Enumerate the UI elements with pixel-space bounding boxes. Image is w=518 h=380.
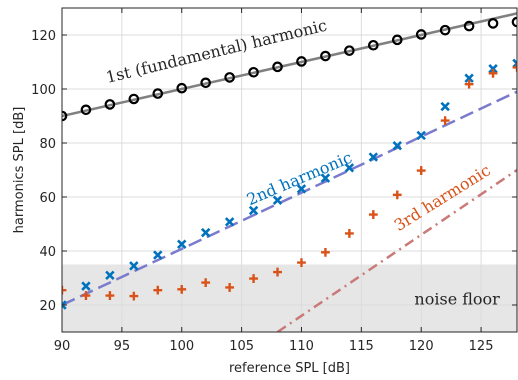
data-point	[463, 20, 475, 32]
data-point	[368, 210, 378, 219]
data-point	[344, 163, 355, 173]
data-point	[297, 258, 306, 268]
data-point	[129, 261, 139, 271]
tick-marks	[61, 8, 517, 332]
plot-content	[62, 12, 517, 332]
x-tick-label: 115	[349, 339, 374, 354]
data-point	[80, 104, 92, 116]
data-point	[81, 281, 91, 291]
y-tick-label: 20	[39, 299, 56, 314]
data-point	[225, 283, 235, 292]
data-point	[153, 285, 163, 295]
data-point	[273, 267, 282, 277]
data-point	[105, 270, 115, 281]
data-point	[200, 227, 211, 238]
x-tick-label: 125	[469, 339, 494, 354]
data-point	[488, 68, 498, 78]
data-point	[344, 45, 355, 56]
y-tick-label: 100	[31, 83, 56, 98]
data-point	[296, 184, 307, 194]
reference-line-3	[276, 168, 517, 332]
data-point	[129, 291, 139, 301]
data-point	[440, 101, 450, 112]
axes-box	[61, 7, 518, 333]
data-point	[152, 88, 164, 99]
data-point	[392, 140, 402, 151]
data-point	[128, 93, 140, 105]
y-tick-label: 40	[39, 245, 56, 260]
x-tick-label: 90	[54, 339, 71, 354]
data-point	[439, 24, 451, 36]
data-point	[464, 73, 474, 83]
series-2-markers	[62, 58, 517, 310]
data-point	[272, 195, 283, 205]
data-point	[248, 66, 259, 78]
data-point	[105, 291, 115, 300]
x-tick-label: 110	[289, 339, 314, 354]
data-point	[224, 72, 235, 83]
data-point	[200, 77, 211, 89]
data-point	[177, 284, 187, 294]
noise-floor-region	[62, 264, 517, 332]
data-point	[62, 300, 67, 310]
data-point	[104, 99, 116, 110]
data-point	[321, 247, 330, 257]
data-point	[320, 50, 331, 62]
data-point	[416, 166, 426, 175]
data-point	[320, 173, 331, 183]
data-point	[344, 229, 354, 238]
data-point	[488, 64, 498, 74]
data-point	[296, 56, 307, 67]
y-tick-label: 120	[31, 29, 56, 44]
series-3-markers	[62, 63, 517, 301]
data-point	[368, 39, 379, 51]
data-point	[176, 82, 188, 94]
data-point	[153, 250, 163, 260]
data-point	[487, 18, 499, 29]
data-point	[224, 217, 235, 227]
data-point	[62, 110, 68, 122]
data-point	[512, 63, 517, 72]
data-point	[415, 29, 427, 40]
data-point	[464, 79, 474, 89]
data-point	[391, 34, 403, 46]
data-point	[272, 61, 283, 73]
data-point	[368, 152, 379, 162]
data-point	[416, 130, 426, 141]
data-point	[62, 285, 67, 295]
data-point	[201, 278, 211, 287]
x-tick-label: 105	[229, 339, 254, 354]
x-tick-label: 95	[114, 339, 131, 354]
data-point	[249, 274, 258, 283]
x-axis-label: reference SPL [dB]	[229, 361, 350, 376]
y-tick-label: 60	[39, 191, 56, 206]
y-axis-label: harmonics SPL [dB]	[12, 107, 27, 234]
data-point	[177, 239, 187, 249]
data-point	[392, 190, 402, 200]
x-tick-label: 100	[169, 339, 194, 354]
data-point	[248, 205, 259, 216]
data-point	[512, 58, 517, 69]
data-point	[440, 116, 450, 125]
noise-floor-label: noise floor	[414, 290, 500, 309]
y-tick-label: 80	[39, 137, 56, 152]
x-tick-label: 120	[409, 339, 434, 354]
data-point	[81, 291, 91, 300]
